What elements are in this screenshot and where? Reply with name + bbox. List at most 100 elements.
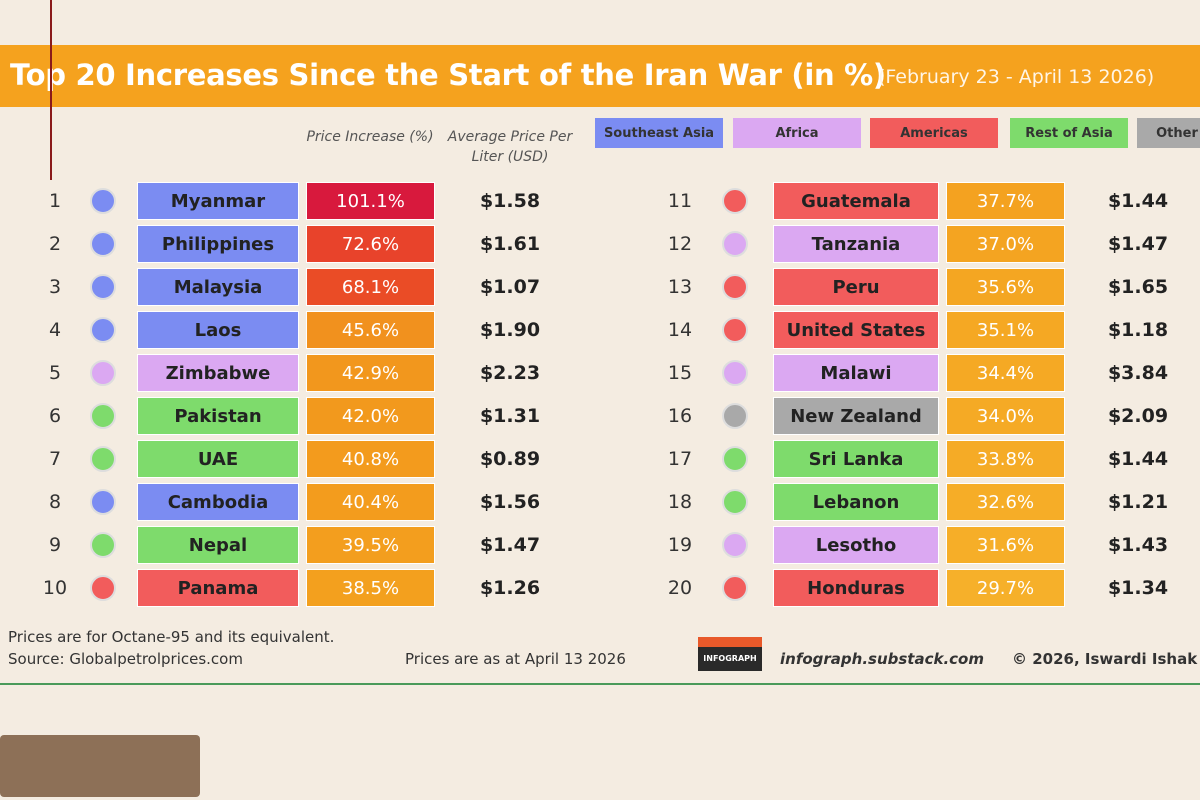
increase-cell: 68.1% (306, 268, 435, 306)
increase-cell: 40.4% (306, 483, 435, 521)
rank: 10 (42, 577, 68, 599)
country-cell: Myanmar (137, 182, 299, 220)
increase-cell: 31.6% (946, 526, 1065, 564)
source: Source: Globalpetrolprices.com (8, 650, 243, 668)
rank: 18 (667, 491, 693, 513)
increase-cell: 34.0% (946, 397, 1065, 435)
price: $1.34 (1107, 577, 1169, 599)
country-cell: Panama (137, 569, 299, 607)
divider (0, 683, 1200, 685)
increase-cell: 38.5% (306, 569, 435, 607)
title: Top 20 Increases Since the Start of the … (10, 58, 886, 92)
country-cell: Malawi (773, 354, 939, 392)
website: infograph.substack.com (780, 650, 984, 668)
flag (722, 403, 748, 429)
legend-item: Other (1137, 118, 1200, 148)
increase-cell: 42.0% (306, 397, 435, 435)
note: Prices are for Octane-95 and its equival… (8, 628, 335, 646)
country-cell: Philippines (137, 225, 299, 263)
legend-item: Southeast Asia (595, 118, 723, 148)
flag (90, 274, 116, 300)
price: $2.23 (479, 362, 541, 384)
rank: 8 (48, 491, 62, 513)
accent-line (50, 0, 52, 180)
price: $1.43 (1107, 534, 1169, 556)
increase-cell: 34.4% (946, 354, 1065, 392)
flag (90, 532, 116, 558)
price: $1.47 (1107, 233, 1169, 255)
price: $1.44 (1107, 448, 1169, 470)
rank: 16 (667, 405, 693, 427)
price: $1.47 (479, 534, 541, 556)
flag (722, 274, 748, 300)
country-cell: Zimbabwe (137, 354, 299, 392)
price: $1.21 (1107, 491, 1169, 513)
price: $1.31 (479, 405, 541, 427)
flag (90, 231, 116, 257)
date-note: Prices are as at April 13 2026 (405, 650, 626, 668)
increase-cell: 39.5% (306, 526, 435, 564)
rank: 12 (667, 233, 693, 255)
flag (722, 317, 748, 343)
flag (90, 575, 116, 601)
flag (722, 231, 748, 257)
rank: 6 (48, 405, 62, 427)
rank: 11 (667, 190, 693, 212)
increase-cell: 37.7% (946, 182, 1065, 220)
increase-cell: 35.1% (946, 311, 1065, 349)
price: $1.61 (479, 233, 541, 255)
increase-cell: 101.1% (306, 182, 435, 220)
rank: 15 (667, 362, 693, 384)
price: $0.89 (479, 448, 541, 470)
price: $1.90 (479, 319, 541, 341)
increase-cell: 29.7% (946, 569, 1065, 607)
country-cell: UAE (137, 440, 299, 478)
legend-item: Rest of Asia (1010, 118, 1128, 148)
country-cell: Nepal (137, 526, 299, 564)
price: $1.65 (1107, 276, 1169, 298)
flag (90, 188, 116, 214)
increase-cell: 40.8% (306, 440, 435, 478)
rank: 20 (667, 577, 693, 599)
increase-cell: 72.6% (306, 225, 435, 263)
country-cell: Cambodia (137, 483, 299, 521)
price: $1.26 (479, 577, 541, 599)
country-cell: Sri Lanka (773, 440, 939, 478)
country-cell: Tanzania (773, 225, 939, 263)
increase-cell: 35.6% (946, 268, 1065, 306)
rank: 19 (667, 534, 693, 556)
country-cell: Malaysia (137, 268, 299, 306)
increase-cell: 45.6% (306, 311, 435, 349)
flag (90, 446, 116, 472)
price: $3.84 (1107, 362, 1169, 384)
price: $1.07 (479, 276, 541, 298)
legend-item: Americas (870, 118, 998, 148)
rank: 17 (667, 448, 693, 470)
rank: 5 (48, 362, 62, 384)
flag (90, 317, 116, 343)
rank: 9 (48, 534, 62, 556)
increase-cell: 32.6% (946, 483, 1065, 521)
flag (722, 360, 748, 386)
country-cell: Guatemala (773, 182, 939, 220)
country-cell: Lebanon (773, 483, 939, 521)
flag (90, 489, 116, 515)
rank: 3 (48, 276, 62, 298)
rank: 13 (667, 276, 693, 298)
price: $1.44 (1107, 190, 1169, 212)
subtitle: (February 23 - April 13 2026) (878, 66, 1155, 88)
logo: INFOGRAPH (698, 637, 762, 671)
rank: 7 (48, 448, 62, 470)
flag (722, 532, 748, 558)
price: $2.09 (1107, 405, 1169, 427)
flag (90, 360, 116, 386)
rank: 4 (48, 319, 62, 341)
country-cell: Laos (137, 311, 299, 349)
column-header: Average Price Per Liter (USD) (447, 129, 573, 165)
rank: 1 (48, 190, 62, 212)
increase-cell: 42.9% (306, 354, 435, 392)
country-cell: United States (773, 311, 939, 349)
legend-item: Africa (733, 118, 861, 148)
rank: 14 (667, 319, 693, 341)
